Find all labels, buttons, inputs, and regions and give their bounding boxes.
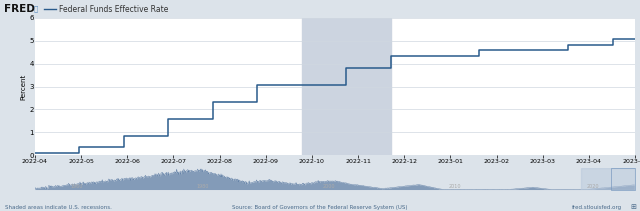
Bar [301,18,390,155]
Text: ⊞: ⊞ [630,204,636,210]
Text: fred.stlouisfed.org: fred.stlouisfed.org [572,204,622,210]
Text: ⤴: ⤴ [34,6,38,12]
Text: Source: Board of Governors of the Federal Reserve System (US): Source: Board of Governors of the Federa… [232,204,408,210]
Y-axis label: Percent: Percent [20,73,26,100]
Text: Federal Funds Effective Rate: Federal Funds Effective Rate [59,4,168,14]
Text: 1980: 1980 [197,184,209,189]
Bar [581,168,635,190]
Text: 1960: 1960 [71,184,83,189]
Text: 2000: 2000 [323,184,335,189]
Text: FRED: FRED [4,4,35,14]
Text: 2010: 2010 [449,184,461,189]
Text: 2020: 2020 [587,184,599,189]
Text: Shaded areas indicate U.S. recessions.: Shaded areas indicate U.S. recessions. [5,204,112,210]
